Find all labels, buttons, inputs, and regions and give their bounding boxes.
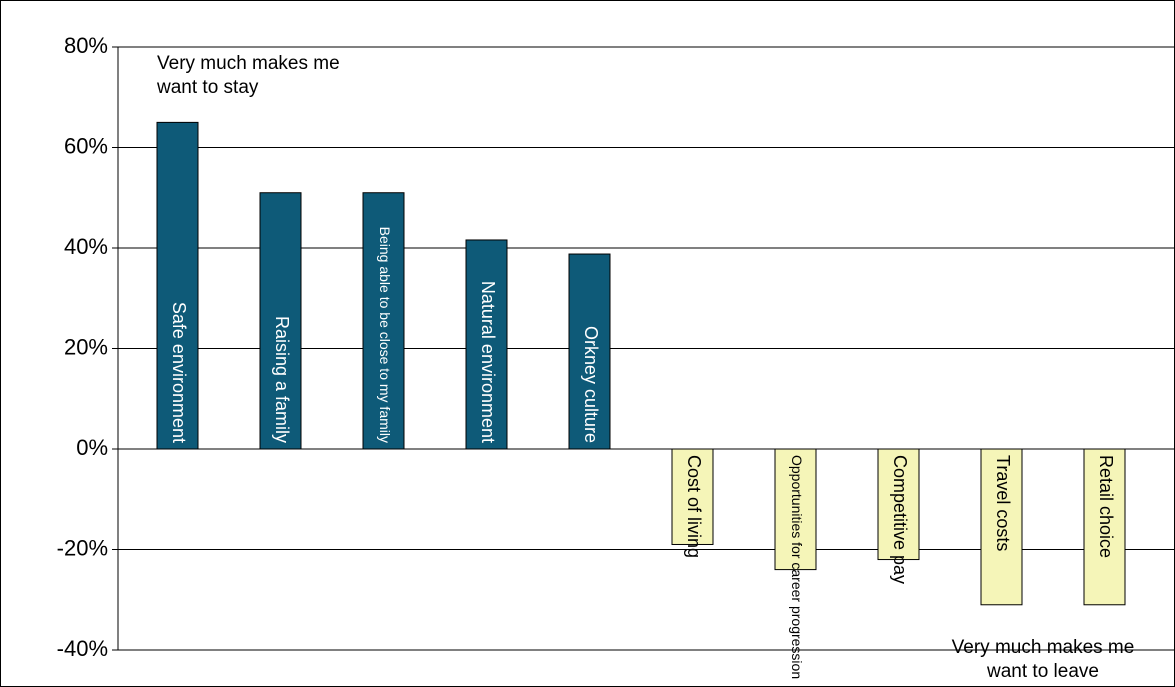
bar: [1083, 448, 1126, 606]
bar: [156, 121, 199, 450]
annotation: Very much makes me want to leave: [951, 637, 1135, 682]
bar-label: Retail choice: [1096, 455, 1116, 558]
y-tick-label: -20%: [57, 535, 108, 560]
bar-label: Travel costs: [993, 455, 1013, 551]
y-tick-label: 60%: [64, 133, 108, 158]
bar-label: Being able to be close to my family: [377, 227, 393, 443]
annotation: Very much makes me want to stay: [157, 53, 340, 98]
bar: [259, 192, 302, 450]
bar: [774, 448, 817, 571]
bar-label: Cost of living: [684, 455, 704, 558]
bar-label: Opportunities for career progression: [789, 455, 805, 679]
y-tick-label: 20%: [64, 334, 108, 359]
bar: [362, 192, 405, 450]
y-tick-label: 0%: [76, 435, 108, 460]
bar-label: Safe environment: [169, 302, 189, 443]
bar: [568, 253, 611, 450]
bar: [877, 448, 920, 561]
y-tick-label: 80%: [64, 33, 108, 58]
y-tick-label: -40%: [57, 636, 108, 661]
y-tick-label: 40%: [64, 234, 108, 259]
bar: [465, 239, 508, 450]
bar-label: Competitive pay: [890, 455, 910, 584]
bar: [980, 448, 1023, 606]
bar-label: Natural environment: [478, 281, 498, 443]
bar: [671, 448, 714, 545]
bar-label: Raising a family: [272, 316, 292, 443]
bar-label: Orkney culture: [581, 326, 601, 443]
